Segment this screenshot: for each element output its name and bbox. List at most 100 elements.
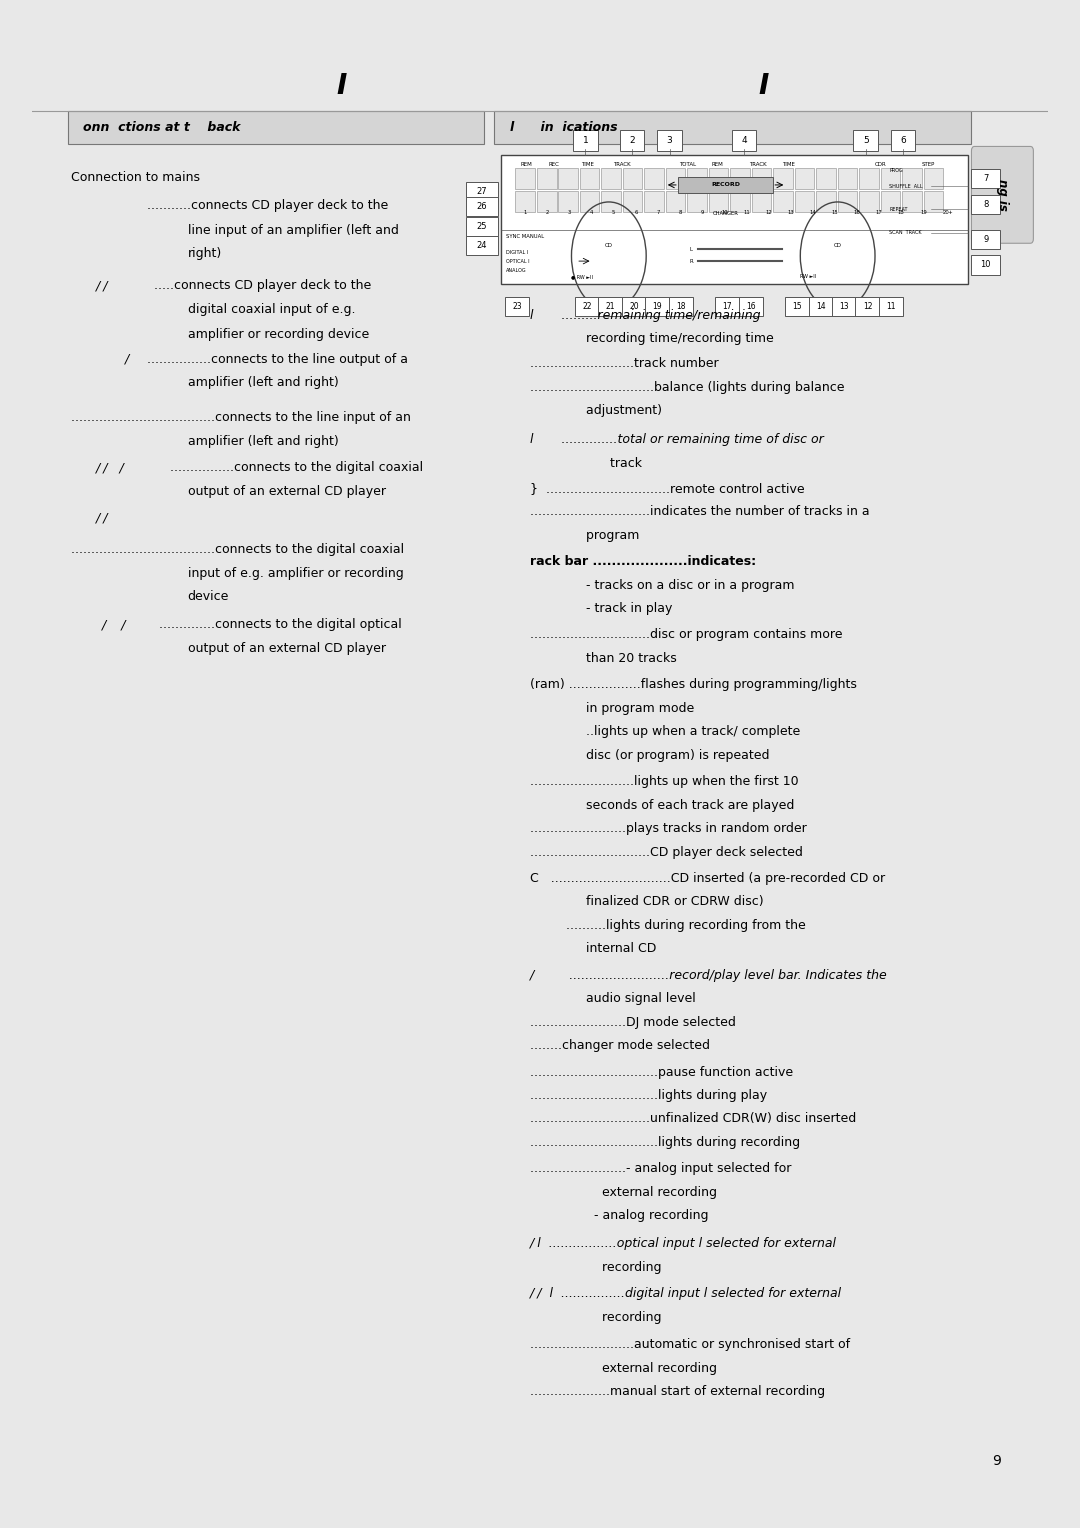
Text: ..............connects to the digital optical: ..............connects to the digital op…	[160, 619, 402, 631]
Text: ...............................balance (lights during balance: ...............................balance (…	[530, 380, 845, 394]
Text: ................connects to the digital coaxial: ................connects to the digital …	[171, 461, 423, 474]
Text: SCAN  TRACK: SCAN TRACK	[889, 231, 921, 235]
Text: PROG: PROG	[889, 168, 903, 173]
Text: CHANGER: CHANGER	[713, 211, 739, 215]
Text: 18: 18	[897, 211, 905, 215]
FancyBboxPatch shape	[795, 191, 814, 212]
Text: CD: CD	[605, 243, 612, 248]
Text: /         .........................record/play level bar. Indicates the: / .........................record/play l…	[530, 969, 888, 981]
Text: 1: 1	[524, 211, 527, 215]
FancyBboxPatch shape	[739, 296, 762, 316]
FancyBboxPatch shape	[515, 191, 535, 212]
Text: onn  ctions at t    back: onn ctions at t back	[83, 121, 241, 134]
Text: 15: 15	[832, 211, 838, 215]
Text: CDR: CDR	[875, 162, 887, 167]
FancyBboxPatch shape	[795, 168, 814, 189]
Text: TRACK: TRACK	[748, 162, 767, 167]
Text: TRACK: TRACK	[613, 162, 631, 167]
FancyBboxPatch shape	[558, 168, 578, 189]
Text: output of an external CD player: output of an external CD player	[188, 484, 386, 498]
Text: SYNC MANUAL: SYNC MANUAL	[507, 234, 544, 238]
Text: ..............................unfinalized CDR(W) disc inserted: ..............................unfinalize…	[530, 1112, 856, 1126]
FancyBboxPatch shape	[838, 168, 858, 189]
FancyBboxPatch shape	[891, 130, 915, 151]
FancyBboxPatch shape	[730, 168, 750, 189]
Text: / /  l  ................digital input l selected for external: / / l ................digital input l se…	[530, 1287, 842, 1300]
Text: DIGITAL I: DIGITAL I	[507, 249, 528, 255]
FancyBboxPatch shape	[730, 191, 750, 212]
Text: / l  .................optical input l selected for external: / l .................optical input l sel…	[530, 1238, 837, 1250]
Text: RECORD: RECORD	[711, 182, 740, 188]
Text: 4: 4	[590, 211, 593, 215]
Text: I: I	[758, 72, 769, 101]
Text: 24: 24	[477, 241, 487, 251]
FancyBboxPatch shape	[752, 191, 771, 212]
FancyBboxPatch shape	[923, 191, 943, 212]
Text: / /   /: / / /	[96, 461, 125, 474]
Text: 17: 17	[876, 211, 882, 215]
Text: 15: 15	[793, 303, 802, 310]
Text: ng is: ng is	[996, 179, 1009, 211]
FancyBboxPatch shape	[715, 296, 740, 316]
FancyBboxPatch shape	[558, 191, 578, 212]
FancyBboxPatch shape	[809, 296, 833, 316]
Text: ................................pause function active: ................................pause fu…	[530, 1065, 793, 1079]
Text: 4: 4	[742, 136, 747, 145]
Text: recording: recording	[530, 1311, 661, 1323]
Text: ........changer mode selected: ........changer mode selected	[530, 1039, 710, 1053]
Text: ● RW ►II: ● RW ►II	[571, 274, 594, 280]
Text: external recording: external recording	[530, 1186, 717, 1199]
FancyBboxPatch shape	[665, 168, 686, 189]
FancyBboxPatch shape	[859, 168, 879, 189]
Text: 16: 16	[746, 303, 756, 310]
Text: right): right)	[188, 248, 222, 260]
Text: 19: 19	[652, 303, 662, 310]
Text: 13: 13	[839, 303, 849, 310]
Text: line input of an amplifier (left and: line input of an amplifier (left and	[188, 223, 399, 237]
Text: digital coaxial input of e.g.: digital coaxial input of e.g.	[188, 303, 355, 316]
Text: external recording: external recording	[530, 1361, 717, 1375]
FancyBboxPatch shape	[580, 168, 599, 189]
FancyBboxPatch shape	[687, 191, 707, 212]
Text: ........................- analog input selected for: ........................- analog input s…	[530, 1163, 792, 1175]
Text: 7: 7	[657, 211, 660, 215]
Text: ................................lights during recording: ................................lights d…	[530, 1135, 800, 1149]
Text: 11: 11	[743, 211, 750, 215]
Text: ....................................connects to the digital coaxial: ....................................conn…	[71, 544, 404, 556]
FancyBboxPatch shape	[972, 255, 1000, 275]
Text: ........................DJ mode selected: ........................DJ mode selected	[530, 1016, 735, 1028]
Text: REC: REC	[549, 162, 559, 167]
FancyBboxPatch shape	[598, 296, 623, 316]
Text: recording: recording	[530, 1261, 661, 1274]
Text: 6: 6	[634, 211, 637, 215]
Text: ..........................track number: ..........................track number	[530, 358, 718, 370]
FancyBboxPatch shape	[708, 191, 728, 212]
Text: ................................lights during play: ................................lights d…	[530, 1089, 767, 1102]
FancyBboxPatch shape	[687, 168, 707, 189]
Text: 14: 14	[809, 211, 816, 215]
Text: 19: 19	[920, 211, 927, 215]
Text: TIME: TIME	[581, 162, 594, 167]
Text: 11: 11	[886, 303, 895, 310]
FancyBboxPatch shape	[972, 229, 1000, 249]
FancyBboxPatch shape	[537, 191, 556, 212]
FancyBboxPatch shape	[573, 130, 597, 151]
Text: 17: 17	[723, 303, 732, 310]
Text: RW ►II: RW ►II	[800, 274, 816, 280]
Text: internal CD: internal CD	[530, 943, 657, 955]
FancyBboxPatch shape	[879, 296, 903, 316]
Text: amplifier or recording device: amplifier or recording device	[188, 327, 369, 341]
FancyBboxPatch shape	[620, 130, 645, 151]
Text: ...........connects CD player deck to the: ...........connects CD player deck to th…	[147, 199, 389, 211]
FancyBboxPatch shape	[602, 168, 621, 189]
Text: 9: 9	[983, 235, 988, 243]
Text: ..........lights during recording from the: ..........lights during recording from t…	[530, 918, 806, 932]
FancyBboxPatch shape	[580, 191, 599, 212]
FancyBboxPatch shape	[752, 168, 771, 189]
Text: 9: 9	[993, 1453, 1001, 1468]
Text: REM: REM	[521, 162, 531, 167]
Text: - analog recording: - analog recording	[530, 1209, 708, 1222]
Text: 14: 14	[816, 303, 825, 310]
Text: 1: 1	[582, 136, 589, 145]
FancyBboxPatch shape	[658, 130, 681, 151]
